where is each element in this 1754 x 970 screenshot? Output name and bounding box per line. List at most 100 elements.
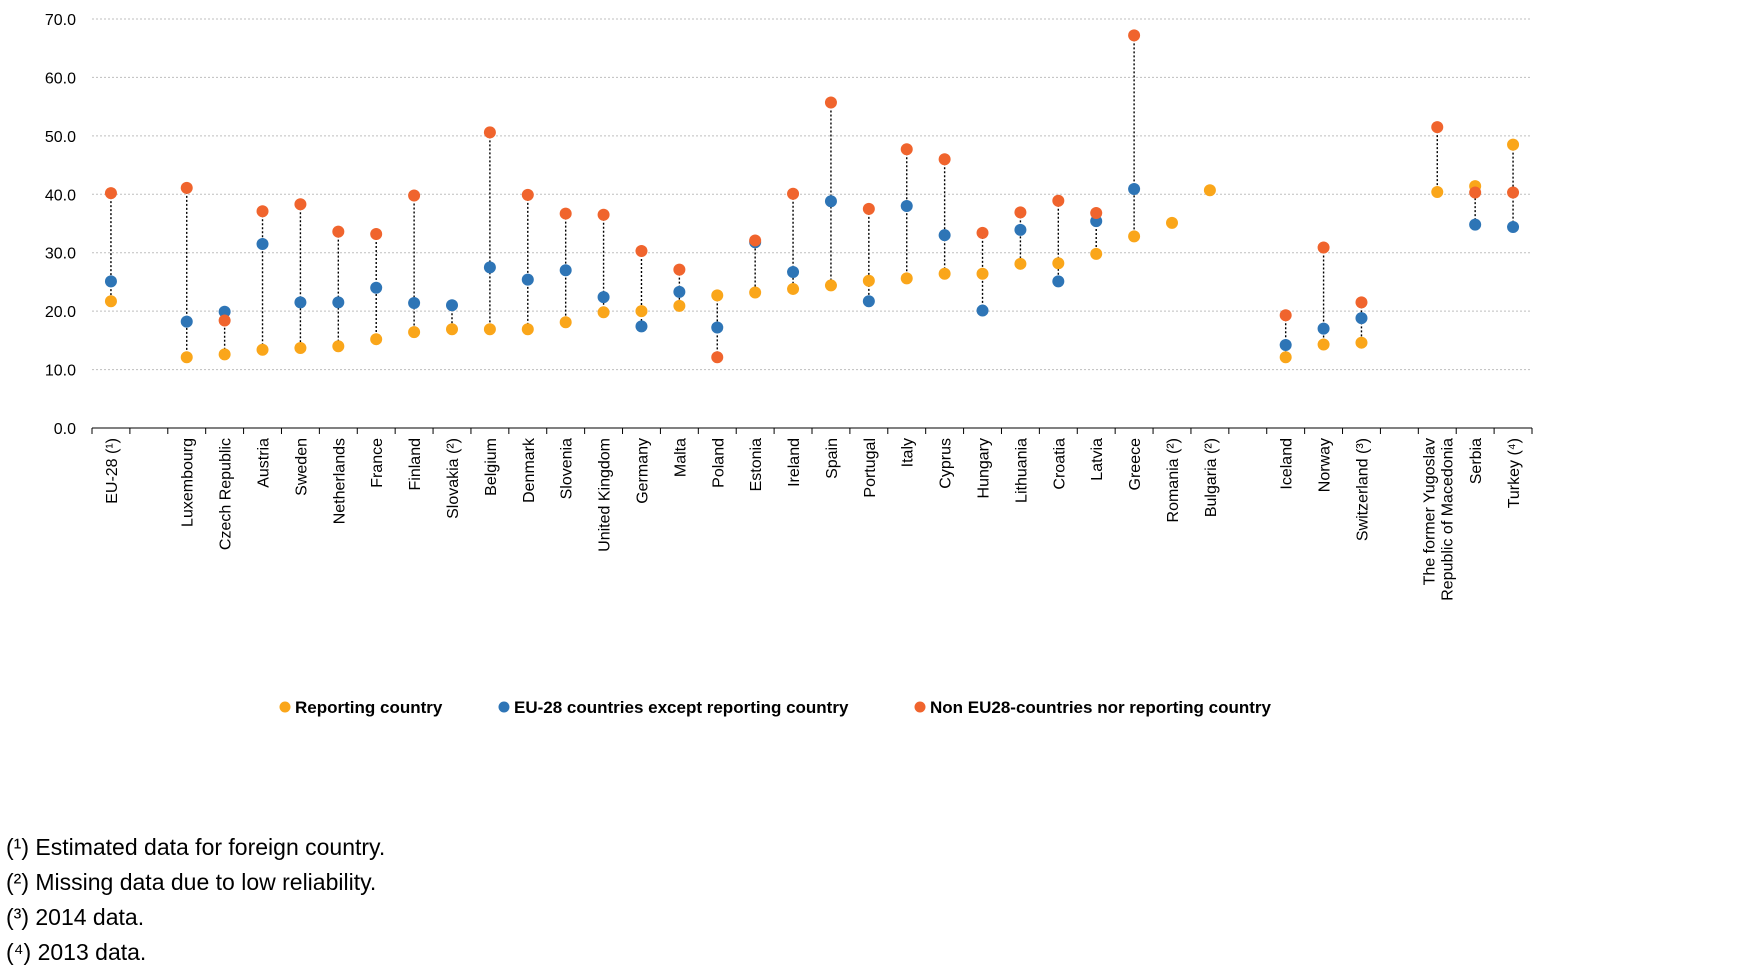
data-point-series-3	[711, 351, 724, 364]
data-point-series-1	[104, 295, 117, 308]
x-category-label-line: Turkey (⁴)	[1506, 438, 1523, 508]
data-point-series-3	[408, 189, 421, 202]
data-point-series-3	[1507, 186, 1520, 199]
x-category-label: Austria	[256, 438, 273, 488]
data-point-series-2	[294, 296, 307, 309]
data-point-series-2	[1128, 183, 1141, 196]
data-point-series-2	[218, 305, 231, 318]
x-category-label-line: Finland	[407, 438, 424, 490]
x-category-label: Denmark	[521, 437, 538, 503]
data-point-series-2	[824, 195, 837, 208]
data-point-series-3	[673, 263, 686, 276]
x-category-label-line: Romania (²)	[1165, 438, 1182, 522]
data-point-series-2	[332, 296, 345, 309]
x-category-label: Switzerland (³)	[1354, 438, 1371, 541]
data-point-series-1	[1203, 184, 1216, 197]
legend-label-3: Non EU28-countries nor reporting country	[930, 698, 1272, 717]
data-point-series-3	[824, 96, 837, 109]
data-point-series-1	[294, 341, 307, 354]
x-category-label-line: Belgium	[483, 438, 500, 496]
data-point-series-3	[1052, 194, 1065, 207]
x-category-label-line: Portugal	[862, 438, 879, 498]
x-category-label-line: Italy	[900, 438, 917, 467]
x-category-label-line: Slovakia (²)	[445, 438, 462, 519]
data-point-series-1	[862, 274, 875, 287]
footnotes: (¹) Estimated data for foreign country. …	[6, 830, 385, 970]
data-point-series-3	[294, 198, 307, 211]
data-point-series-3	[938, 153, 951, 166]
data-point-series-3	[1469, 186, 1482, 199]
x-category-label: France	[369, 438, 386, 488]
x-category-label-line: Luxembourg	[180, 438, 197, 527]
x-category-label-line: France	[369, 438, 386, 488]
footnote-2: (²) Missing data due to low reliability.	[6, 869, 377, 895]
x-category-label-line: The former Yugoslav	[1421, 438, 1438, 585]
data-point-series-2	[711, 321, 724, 334]
data-point-series-2	[938, 229, 951, 242]
x-category-label-line: Sweden	[293, 438, 310, 496]
x-category-label-line: Latvia	[1089, 438, 1106, 481]
data-point-series-2	[673, 285, 686, 298]
x-category-label: Hungary	[976, 438, 993, 498]
x-category-label-line: Estonia	[748, 438, 765, 491]
data-point-series-2	[976, 304, 989, 317]
data-point-series-1	[597, 306, 610, 319]
data-point-series-1	[332, 340, 345, 353]
data-point-series-1	[938, 267, 951, 280]
data-point-series-2	[1052, 275, 1065, 288]
data-point-series-1	[256, 343, 269, 356]
data-point-series-1	[900, 272, 913, 285]
y-tick-label: 20.0	[45, 304, 76, 321]
data-point-series-3	[1431, 121, 1444, 134]
data-point-series-3	[521, 188, 534, 201]
x-category-label-line: Ireland	[786, 438, 803, 487]
data-point-series-1	[824, 279, 837, 292]
x-category-label: Finland	[407, 438, 424, 490]
x-category-label: Czech Republic	[218, 438, 235, 550]
data-point-series-1	[787, 282, 800, 295]
data-point-series-3	[1279, 309, 1292, 322]
data-point-series-2	[900, 199, 913, 212]
x-category-label: Sweden	[293, 438, 310, 496]
x-category-label-line: Greece	[1127, 438, 1144, 491]
x-category-label: Latvia	[1089, 438, 1106, 481]
x-category-label-line: Poland	[710, 438, 727, 488]
x-category-label: Italy	[900, 438, 917, 467]
x-axis: EU-28 (¹) Luxembourg Czech Republic Austria…	[91, 427, 1533, 601]
x-category-label: Portugal	[862, 438, 879, 498]
data-point-series-3	[332, 225, 345, 238]
data-point-series-1	[559, 316, 572, 329]
x-category-label: Slovakia (²)	[445, 438, 462, 519]
data-point-series-2	[1317, 322, 1330, 335]
x-category-label: Croatia	[1051, 438, 1068, 490]
data-point-series-1	[749, 286, 762, 299]
data-point-series-2	[1355, 312, 1368, 325]
data-point-series-2	[597, 291, 610, 304]
y-tick-label: 0.0	[54, 421, 76, 438]
legend-label-1: Reporting country	[295, 698, 443, 717]
x-category-label-line: Denmark	[521, 437, 538, 503]
x-category-label-line: Serbia	[1468, 438, 1485, 484]
data-point-series-1	[711, 289, 724, 302]
data-point-series-3	[1128, 29, 1141, 42]
data-point-series-2	[256, 237, 269, 250]
data-point-series-2	[408, 296, 421, 309]
x-category-label-line: Norway	[1317, 438, 1334, 492]
x-category-label: Malta	[672, 438, 689, 477]
legend-label-2: EU-28 countries except reporting country	[514, 698, 849, 717]
x-category-label: Germany	[634, 438, 651, 504]
x-category-label: Poland	[710, 438, 727, 488]
x-category-label: Netherlands	[331, 438, 348, 524]
x-category-label: The former Yugoslav Republic of Macedonia	[1421, 438, 1456, 601]
x-category-label: United Kingdom	[597, 438, 614, 552]
x-category-label-line: Netherlands	[331, 438, 348, 524]
x-category-label-line: Malta	[672, 438, 689, 477]
x-category-label: Slovenia	[559, 438, 576, 499]
data-point-series-3	[104, 187, 117, 200]
y-tick-label: 40.0	[45, 187, 76, 204]
connector-lines	[110, 35, 1514, 358]
x-category-label-line: EU-28 (¹)	[104, 438, 121, 504]
x-category-label-line: Iceland	[1279, 438, 1296, 490]
data-point-series-2	[1507, 221, 1520, 234]
data-point-series-1	[408, 326, 421, 339]
